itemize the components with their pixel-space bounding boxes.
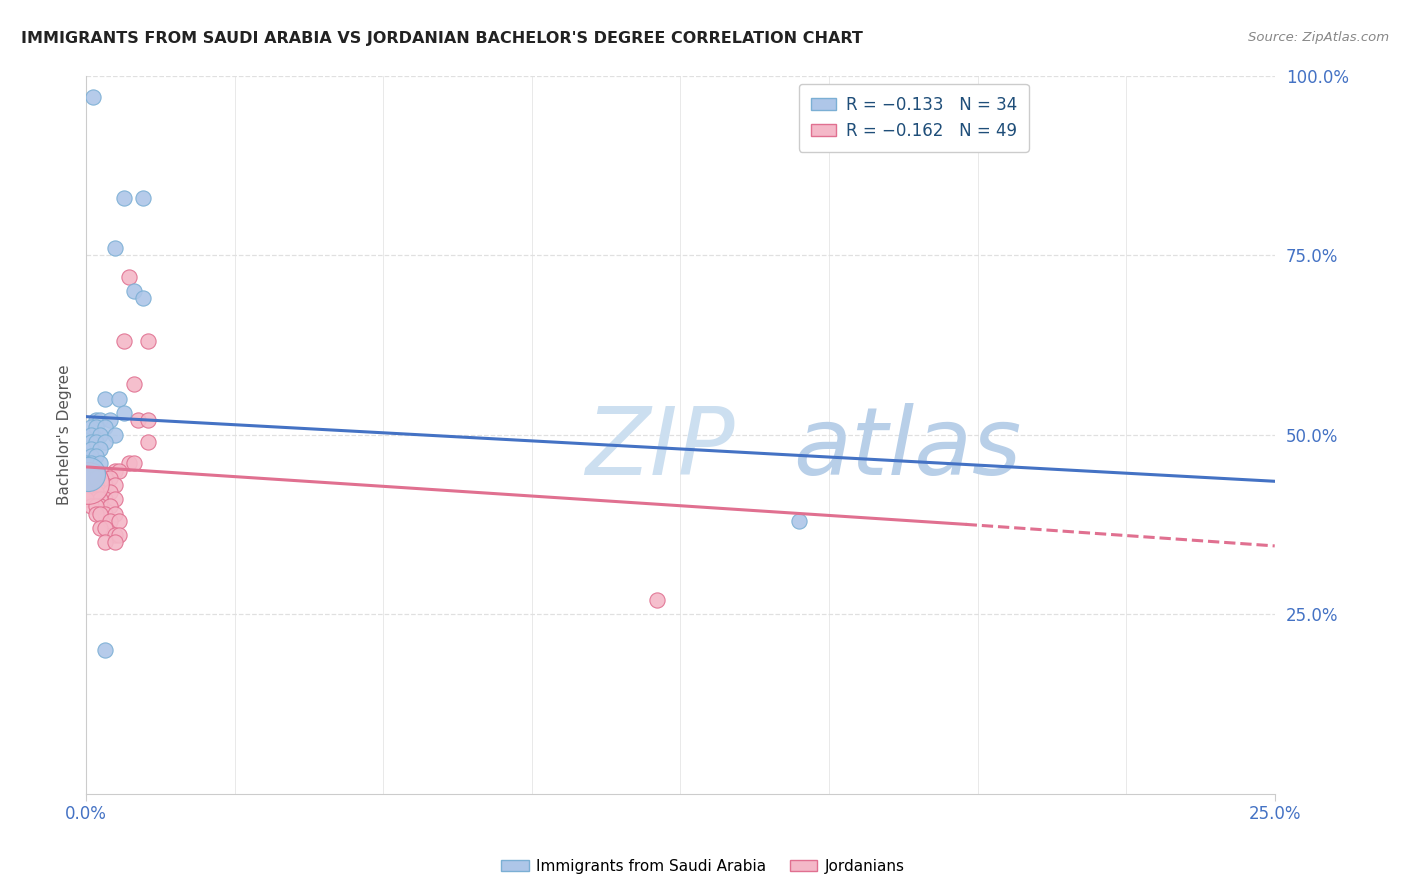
Point bbox=[84, 485, 107, 500]
Point bbox=[89, 413, 111, 427]
Point bbox=[136, 334, 159, 349]
Point bbox=[89, 492, 111, 507]
Point bbox=[89, 485, 111, 500]
Point bbox=[80, 500, 103, 514]
Point bbox=[75, 492, 97, 507]
Point bbox=[122, 284, 145, 298]
Point bbox=[84, 471, 107, 485]
Point bbox=[80, 471, 103, 485]
Point bbox=[104, 507, 127, 521]
Text: IMMIGRANTS FROM SAUDI ARABIA VS JORDANIAN BACHELOR'S DEGREE CORRELATION CHART: IMMIGRANTS FROM SAUDI ARABIA VS JORDANIA… bbox=[21, 31, 863, 46]
Point bbox=[112, 191, 135, 205]
Point bbox=[89, 442, 111, 456]
Point bbox=[75, 478, 97, 492]
Point bbox=[787, 514, 810, 528]
Point bbox=[104, 241, 127, 255]
Point bbox=[108, 463, 131, 477]
Point bbox=[89, 456, 111, 470]
Point bbox=[104, 492, 127, 507]
Point bbox=[94, 535, 117, 549]
Point bbox=[77, 467, 100, 481]
Point bbox=[108, 514, 131, 528]
Point bbox=[104, 478, 127, 492]
Point bbox=[112, 406, 135, 420]
Point bbox=[98, 514, 121, 528]
Text: ZIP: ZIP bbox=[585, 403, 735, 494]
Point bbox=[98, 500, 121, 514]
Point bbox=[84, 500, 107, 514]
Point bbox=[94, 434, 117, 449]
Point bbox=[84, 413, 107, 427]
Point bbox=[132, 291, 155, 305]
Point bbox=[118, 456, 141, 470]
Point bbox=[104, 427, 127, 442]
Point bbox=[94, 420, 117, 434]
Point bbox=[89, 521, 111, 535]
Point bbox=[80, 456, 103, 470]
Point bbox=[84, 471, 107, 485]
Point bbox=[84, 492, 107, 507]
Point bbox=[108, 392, 131, 406]
Point bbox=[80, 427, 103, 442]
Point bbox=[80, 449, 103, 463]
Point bbox=[82, 90, 104, 104]
Text: Source: ZipAtlas.com: Source: ZipAtlas.com bbox=[1249, 31, 1389, 45]
Point bbox=[77, 476, 100, 491]
Point bbox=[122, 377, 145, 392]
Point bbox=[136, 413, 159, 427]
Point bbox=[89, 427, 111, 442]
Point bbox=[98, 485, 121, 500]
Point bbox=[89, 507, 111, 521]
Point bbox=[84, 449, 107, 463]
Point bbox=[104, 535, 127, 549]
Point bbox=[84, 478, 107, 492]
Point bbox=[89, 500, 111, 514]
Point bbox=[98, 413, 121, 427]
Legend: R = −0.133   N = 34, R = −0.162   N = 49: R = −0.133 N = 34, R = −0.162 N = 49 bbox=[799, 84, 1029, 152]
Point bbox=[75, 485, 97, 500]
Point bbox=[84, 420, 107, 434]
Point bbox=[118, 269, 141, 284]
Point bbox=[84, 434, 107, 449]
Y-axis label: Bachelor's Degree: Bachelor's Degree bbox=[58, 364, 72, 505]
Point bbox=[80, 434, 103, 449]
Point bbox=[80, 420, 103, 434]
Point bbox=[75, 463, 97, 477]
Point bbox=[89, 471, 111, 485]
Point bbox=[94, 507, 117, 521]
Point bbox=[80, 463, 103, 477]
Point bbox=[132, 191, 155, 205]
Point bbox=[75, 456, 97, 470]
Point bbox=[98, 471, 121, 485]
Point bbox=[127, 413, 149, 427]
Point bbox=[112, 334, 135, 349]
Point bbox=[108, 528, 131, 542]
Point bbox=[94, 492, 117, 507]
Text: atlas: atlas bbox=[793, 403, 1022, 494]
Point bbox=[94, 392, 117, 406]
Point bbox=[104, 528, 127, 542]
Point bbox=[84, 507, 107, 521]
Point bbox=[94, 521, 117, 535]
Point bbox=[94, 643, 117, 657]
Point bbox=[645, 592, 668, 607]
Point bbox=[75, 471, 97, 485]
Point bbox=[136, 434, 159, 449]
Legend: Immigrants from Saudi Arabia, Jordanians: Immigrants from Saudi Arabia, Jordanians bbox=[495, 853, 911, 880]
Point bbox=[122, 456, 145, 470]
Point bbox=[80, 478, 103, 492]
Point bbox=[94, 478, 117, 492]
Point bbox=[104, 463, 127, 477]
Point bbox=[80, 485, 103, 500]
Point bbox=[75, 471, 97, 485]
Point bbox=[94, 471, 117, 485]
Point bbox=[80, 442, 103, 456]
